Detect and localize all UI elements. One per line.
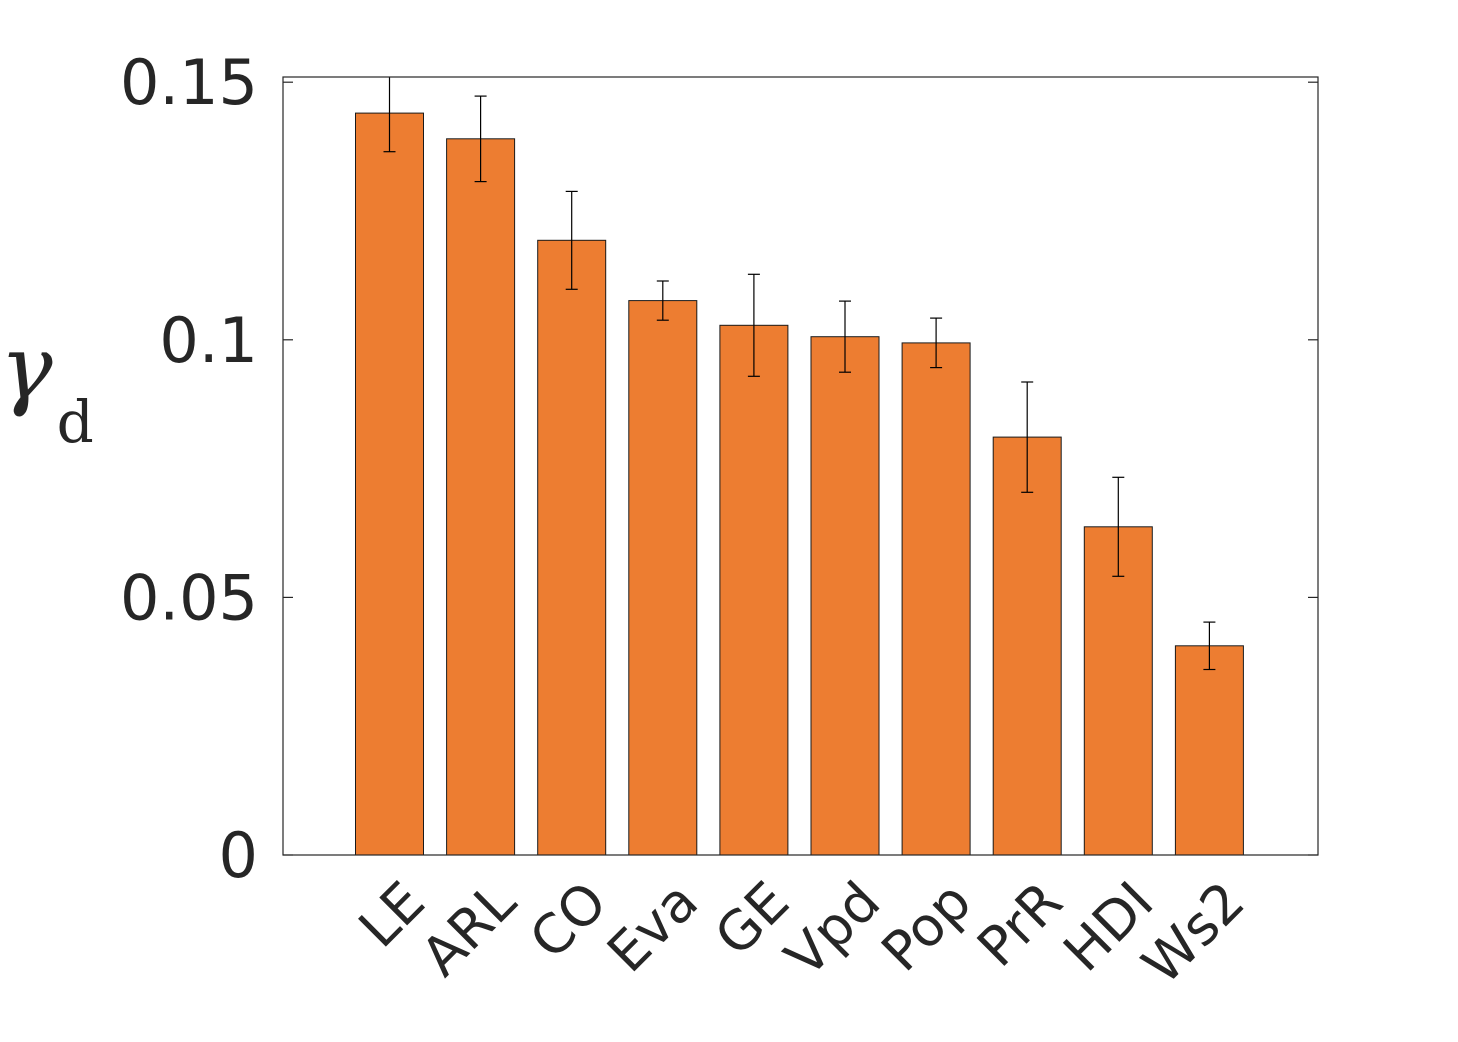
bars-group (355, 112, 1244, 856)
error-bar-pop (930, 317, 943, 369)
y-tick-label: 0.15 (120, 46, 258, 119)
bar-le (355, 112, 424, 856)
x-tick-label-co: CO (518, 870, 619, 971)
error-bar-ge (747, 273, 760, 377)
error-bar-prr (1021, 381, 1034, 493)
y-axis-label: γd (0, 316, 94, 456)
error-bar-arl (474, 95, 487, 183)
x-tick-label-vpd: Vpd (773, 870, 892, 989)
bar-ws2 (1174, 645, 1244, 856)
error-bars-group (383, 77, 1216, 671)
x-tick-label-ws2: Ws2 (1130, 870, 1256, 996)
y-tick-label: 0.05 (120, 561, 258, 634)
y-tick-label: 0 (219, 819, 258, 892)
bar-pop (901, 342, 971, 856)
y-axis-ticks (283, 81, 1318, 856)
bar-prr (992, 436, 1062, 856)
x-tick-label-arl: ARL (409, 870, 527, 988)
y-tick-label: 0.1 (159, 304, 258, 377)
x-tick-label-eva: Eva (595, 870, 710, 985)
bar-co (537, 239, 607, 856)
error-bar-eva (656, 280, 669, 321)
x-tick-label-prr: PrR (965, 870, 1074, 979)
error-bar-co (565, 190, 578, 290)
plot-background (283, 77, 1318, 855)
y-axis-label-main: γ (0, 316, 53, 419)
error-bar-ws2 (1203, 621, 1216, 671)
y-axis-tick-labels: 0 0.05 0.1 0.15 (120, 46, 258, 892)
plot-frame (282, 76, 1319, 856)
y-axis-label-subscript: d (57, 388, 94, 456)
x-tick-label-pop: Pop (869, 870, 983, 984)
error-bar-le (383, 77, 396, 153)
bar-ge (719, 324, 789, 856)
error-bar-hdi (1112, 476, 1125, 577)
error-bar-vpd (839, 300, 851, 373)
bar-arl (446, 138, 516, 856)
bar-vpd (810, 336, 880, 856)
bar-eva (628, 300, 698, 856)
